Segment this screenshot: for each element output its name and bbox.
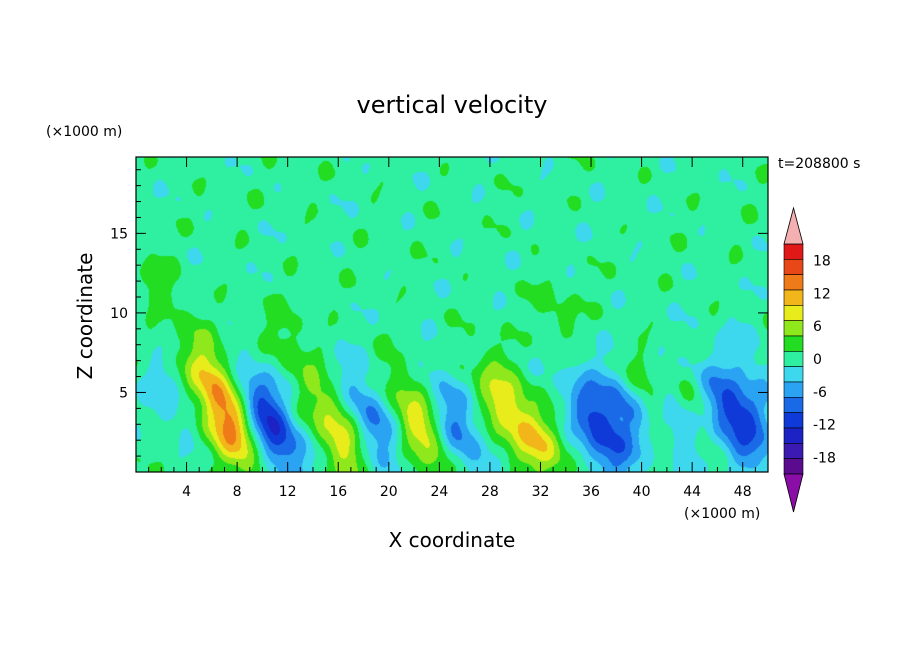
x-tick-label: 44 [683, 484, 701, 500]
x-tick-label: 20 [380, 484, 398, 500]
x-tick-label: 40 [633, 484, 651, 500]
colorbar-swatch [783, 320, 804, 337]
vertical-velocity-field [136, 157, 768, 472]
y-tick-label: 10 [110, 306, 128, 322]
colorbar-swatch [783, 412, 804, 429]
colorbar-tick-label: 12 [813, 286, 831, 302]
colorbar-swatch [783, 289, 804, 306]
colorbar-swatch [783, 243, 804, 260]
y-axis-ticks: 5 10 15 [110, 169, 768, 457]
colorbar-tick-label: 6 [813, 319, 822, 335]
x-tick-label: 48 [734, 484, 752, 500]
colorbar-tick-label: 18 [813, 253, 831, 269]
x-tick-label: 28 [481, 484, 499, 500]
colorbar-swatch [783, 443, 804, 459]
colorbar-swatch [783, 305, 804, 321]
x-tick-label: 12 [279, 484, 297, 500]
y-tick-label: 5 [119, 385, 128, 401]
colorbar-swatch [783, 458, 804, 475]
x-unit-label: (×1000 m) [684, 506, 760, 522]
chart-title: vertical velocity [357, 91, 548, 119]
colorbar-over-arrow [783, 206, 804, 245]
colorbar-swatch [783, 427, 804, 444]
y-axis-label: Z coordinate [73, 253, 97, 380]
x-tick-label: 8 [233, 484, 242, 500]
colorbar-tick-label: -12 [813, 418, 836, 434]
x-tick-label: 4 [182, 484, 191, 500]
colorbar-tick-label: 0 [813, 352, 822, 368]
x-axis-ticks: 4 8 12 16 20 24 28 32 36 40 44 48 [148, 157, 756, 500]
x-tick-label: 32 [532, 484, 550, 500]
colorbar-swatch [783, 335, 804, 352]
colorbar-swatch [783, 259, 804, 275]
y-tick-label: 15 [110, 226, 128, 242]
x-tick-label: 36 [582, 484, 600, 500]
time-label: t=208800 s [778, 156, 860, 172]
x-tick-label: 24 [430, 484, 448, 500]
x-axis-label: X coordinate [389, 528, 516, 552]
colorbar-swatch [783, 366, 804, 383]
x-tick-label: 16 [329, 484, 347, 500]
colorbar-swatch [783, 274, 804, 291]
colorbar: 18 12 6 0 -6 -12 -18 [783, 206, 836, 513]
colorbar-swatch [783, 381, 804, 398]
colorbar-swatch [783, 397, 804, 413]
y-unit-label: (×1000 m) [46, 124, 122, 140]
colorbar-swatch [783, 351, 804, 367]
colorbar-tick-label: -6 [813, 385, 827, 401]
colorbar-under-arrow [783, 473, 804, 513]
colorbar-tick-label: -18 [813, 451, 836, 467]
